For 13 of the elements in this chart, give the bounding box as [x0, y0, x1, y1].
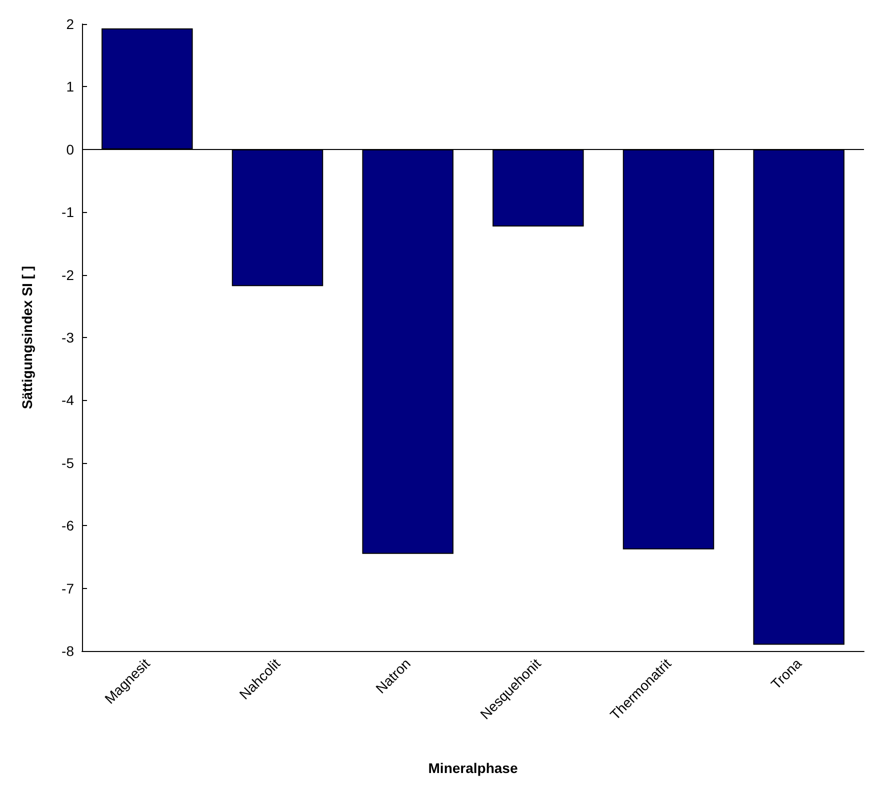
y-tick-label: -5: [62, 454, 74, 471]
y-tick-label: -3: [62, 330, 74, 346]
y-tick-label: -8: [62, 643, 74, 659]
y-tick-label: -4: [62, 392, 74, 408]
y-tick-label: -6: [62, 518, 74, 534]
y-tick-label: 1: [66, 78, 74, 95]
y-tick-label: 0: [66, 141, 74, 158]
y-axis-title: Sättigungsindex SI [ ]: [19, 266, 35, 410]
y-tick-label: -1: [62, 204, 74, 220]
y-tick-label: 2: [66, 16, 74, 32]
x-axis-title: Mineralphase: [428, 760, 518, 776]
y-tick-label: -7: [62, 580, 74, 596]
y-tick-label: -2: [62, 266, 74, 283]
